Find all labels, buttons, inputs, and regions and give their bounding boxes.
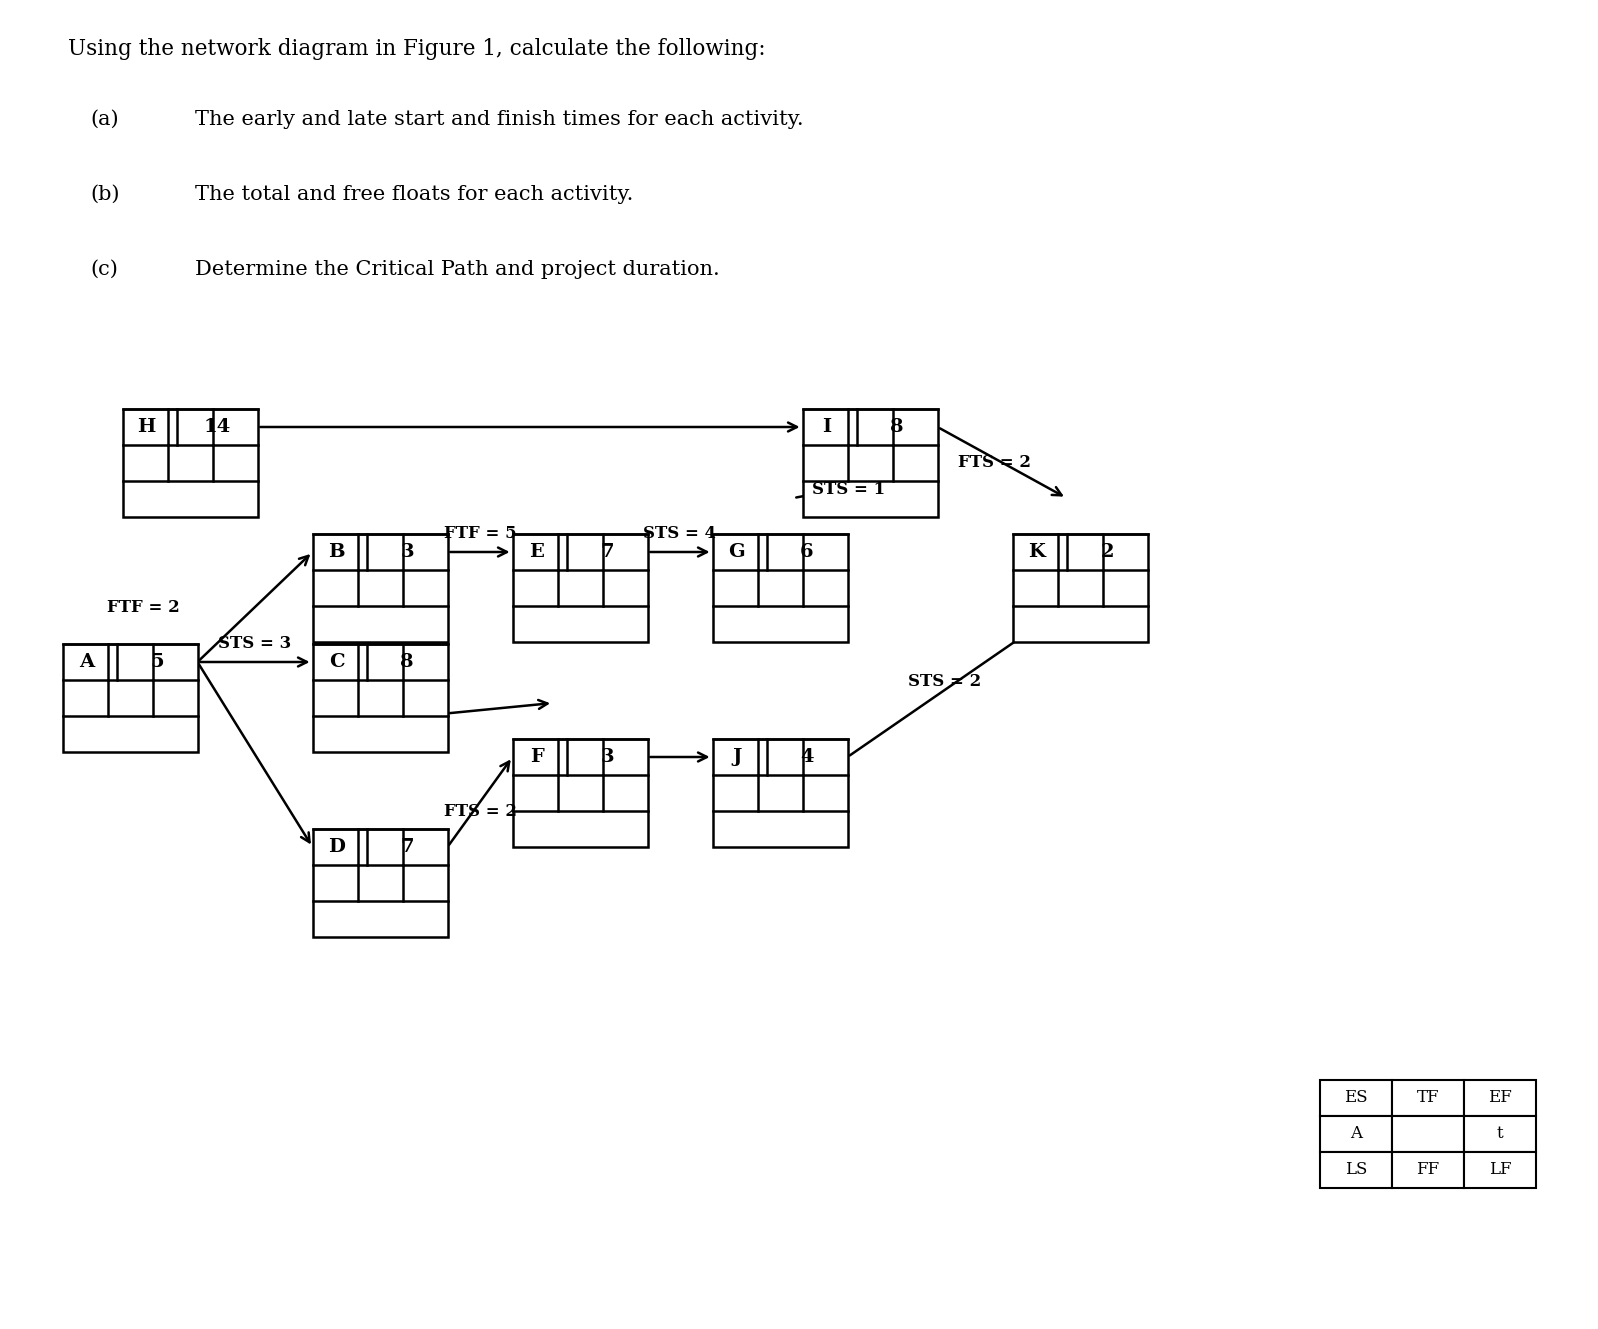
Bar (1464, 1116, 1536, 1152)
Text: ES: ES (1344, 1090, 1368, 1107)
Text: FF: FF (1416, 1162, 1440, 1179)
Text: 2: 2 (1101, 544, 1114, 561)
Bar (1392, 1116, 1464, 1152)
Bar (313, 829, 447, 937)
Text: 8: 8 (400, 653, 414, 671)
Text: (a): (a) (89, 110, 118, 129)
Text: FTF = 5: FTF = 5 (444, 525, 516, 542)
Bar (313, 645, 447, 752)
Text: (b): (b) (89, 185, 120, 203)
Text: 7: 7 (601, 544, 614, 561)
Text: 3: 3 (601, 748, 614, 766)
Bar (1464, 1152, 1536, 1188)
Text: 7: 7 (400, 839, 414, 856)
Bar (1392, 1152, 1464, 1188)
Text: LF: LF (1489, 1162, 1512, 1179)
Text: 5: 5 (150, 653, 165, 671)
Text: 3: 3 (400, 544, 414, 561)
Text: 8: 8 (890, 419, 904, 436)
Text: TF: TF (1417, 1090, 1440, 1107)
Text: J: J (732, 748, 741, 766)
Text: STS = 3: STS = 3 (219, 635, 291, 653)
Text: K: K (1029, 544, 1045, 561)
Text: C: C (329, 653, 345, 671)
Text: LS: LS (1346, 1162, 1368, 1179)
Text: The early and late start and finish times for each activity.: The early and late start and finish time… (195, 110, 804, 129)
Bar (713, 739, 847, 847)
Bar (1320, 1152, 1392, 1188)
Text: FTS = 2: FTS = 2 (957, 455, 1031, 470)
Text: 14: 14 (203, 419, 230, 436)
Bar (313, 534, 447, 642)
Text: The total and free floats for each activity.: The total and free floats for each activ… (195, 185, 633, 203)
Bar (1392, 1080, 1464, 1116)
Text: FTS = 2: FTS = 2 (444, 803, 516, 820)
Text: H: H (137, 419, 157, 436)
Bar (802, 409, 938, 517)
Text: 6: 6 (801, 544, 813, 561)
Bar (713, 534, 847, 642)
Bar (513, 739, 647, 847)
Bar (1464, 1080, 1536, 1116)
Text: Using the network diagram in Figure 1, calculate the following:: Using the network diagram in Figure 1, c… (69, 39, 765, 60)
Text: FTF = 2: FTF = 2 (107, 598, 179, 615)
Text: STS = 4: STS = 4 (644, 525, 716, 542)
Text: STS = 1: STS = 1 (812, 481, 885, 498)
Text: E: E (529, 544, 545, 561)
Text: F: F (531, 748, 543, 766)
Bar (1320, 1080, 1392, 1116)
Bar (1320, 1116, 1392, 1152)
Text: A: A (80, 653, 94, 671)
Text: 4: 4 (801, 748, 813, 766)
Text: EF: EF (1488, 1090, 1512, 1107)
Text: A: A (1350, 1126, 1361, 1143)
Text: t: t (1497, 1126, 1504, 1143)
Text: Determine the Critical Path and project duration.: Determine the Critical Path and project … (195, 260, 719, 279)
Bar (513, 534, 647, 642)
Text: G: G (729, 544, 745, 561)
Text: STS = 2: STS = 2 (908, 672, 981, 690)
Text: D: D (328, 839, 345, 856)
Bar (1013, 534, 1147, 642)
Text: I: I (823, 419, 831, 436)
Bar (123, 409, 257, 517)
Text: B: B (329, 544, 345, 561)
Bar (62, 645, 198, 752)
Text: (c): (c) (89, 260, 118, 279)
